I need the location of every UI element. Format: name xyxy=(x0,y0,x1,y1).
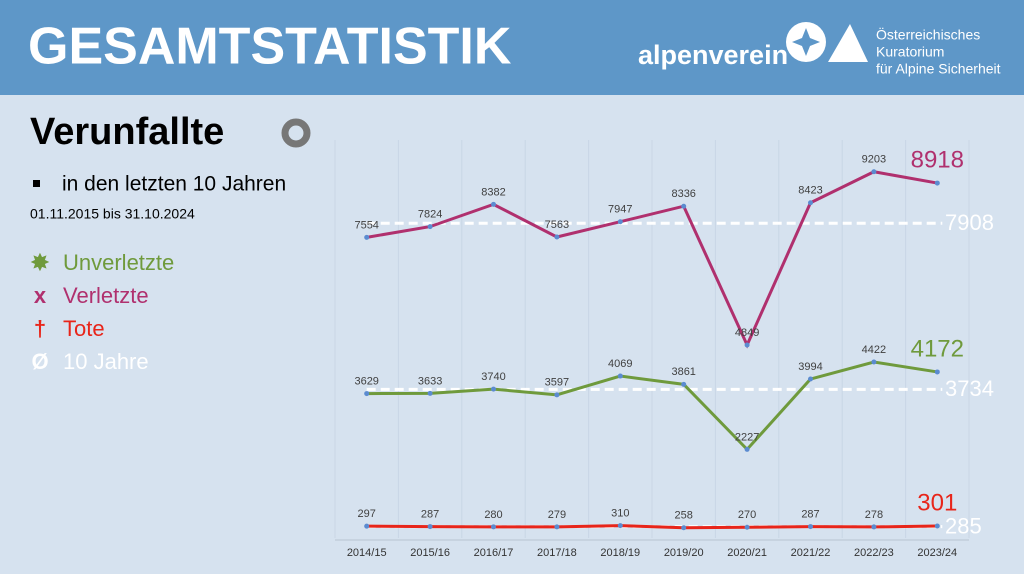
point xyxy=(808,376,813,382)
average-label: 3734 xyxy=(945,376,994,401)
x-tick-label: 2017/18 xyxy=(537,547,577,559)
data-label: 4069 xyxy=(608,358,632,370)
series-line xyxy=(366,524,938,530)
data-label: 7554 xyxy=(354,219,378,231)
point xyxy=(744,524,750,530)
data-label: 3861 xyxy=(671,366,695,378)
data-label: 278 xyxy=(865,509,883,521)
x-tick-label: 2023/24 xyxy=(917,547,957,559)
data-label: 9203 xyxy=(862,154,886,166)
x-tick-label: 2018/19 xyxy=(600,547,640,559)
point xyxy=(744,342,750,348)
point xyxy=(491,386,496,392)
logo-icon xyxy=(786,22,868,62)
point xyxy=(427,390,433,396)
org-line: Kuratorium xyxy=(876,44,944,60)
org-line: für Alpine Sicherheit xyxy=(876,61,1001,77)
point xyxy=(808,200,813,206)
point xyxy=(491,201,496,207)
header-title: GESAMTSTATISTIK xyxy=(28,18,512,76)
data-label-emphasis: 4172 xyxy=(911,335,964,362)
point xyxy=(364,234,370,240)
point xyxy=(364,523,370,529)
point xyxy=(427,524,433,530)
x-tick-label: 2022/23 xyxy=(854,547,894,559)
series-line xyxy=(366,170,938,349)
data-label: 2227 xyxy=(735,431,759,443)
logo-text: alpenverein xyxy=(638,40,788,70)
data-label: 310 xyxy=(611,508,629,520)
legend-symbol: x xyxy=(34,283,47,308)
point xyxy=(617,523,623,529)
average-label: 285 xyxy=(945,513,982,538)
legend-label: Verletzte xyxy=(63,283,149,308)
data-label: 3629 xyxy=(354,375,378,387)
x-tick-label: 2021/22 xyxy=(791,547,831,559)
data-label: 258 xyxy=(675,510,693,522)
point xyxy=(744,446,750,452)
data-label: 297 xyxy=(358,508,376,520)
data-label: 287 xyxy=(801,508,819,520)
point xyxy=(554,392,560,398)
data-label-emphasis: 301 xyxy=(917,489,957,516)
point xyxy=(934,523,940,529)
data-label: 3597 xyxy=(545,377,569,389)
legend-symbol: † xyxy=(34,316,46,341)
legend-label: 10 Jahre xyxy=(63,349,149,374)
x-tick-label: 2016/17 xyxy=(474,547,514,559)
data-label: 4422 xyxy=(862,344,886,356)
bullet-text: in den letzten 10 Jahren xyxy=(62,173,286,196)
section-title: Verunfallte xyxy=(30,111,224,153)
x-tick-label: 2014/15 xyxy=(347,547,387,559)
point xyxy=(934,369,940,375)
average-label: 7908 xyxy=(945,210,994,235)
data-label: 4849 xyxy=(735,327,759,339)
data-label: 280 xyxy=(484,509,502,521)
point xyxy=(934,180,940,186)
data-label: 8336 xyxy=(671,188,695,200)
point xyxy=(617,219,623,225)
legend-label: Tote xyxy=(63,316,105,341)
x-tick-label: 2019/20 xyxy=(664,547,704,559)
x-tick-label: 2015/16 xyxy=(410,547,450,559)
point xyxy=(808,524,813,530)
data-label: 8423 xyxy=(798,185,822,197)
data-label-emphasis: 8918 xyxy=(911,146,964,173)
org-line: Österreichisches xyxy=(876,26,980,43)
legend-label: Unverletzte xyxy=(63,250,174,275)
data-label: 279 xyxy=(548,509,566,521)
point xyxy=(871,359,877,365)
bullet xyxy=(33,180,40,187)
icon xyxy=(281,118,311,148)
data-label: 8382 xyxy=(481,186,505,198)
legend-symbol: Ø xyxy=(31,349,48,374)
point xyxy=(427,224,433,230)
x-tick-label: 2020/21 xyxy=(727,547,767,559)
data-label: 3994 xyxy=(798,361,822,373)
legend-symbol: ✸ xyxy=(30,250,50,275)
data-label: 3633 xyxy=(418,375,442,387)
point xyxy=(871,524,877,530)
data-label: 270 xyxy=(738,509,756,521)
point xyxy=(491,524,496,530)
point xyxy=(617,373,623,379)
series-line xyxy=(366,360,938,452)
point xyxy=(554,524,560,530)
data-label: 7824 xyxy=(418,209,442,221)
data-label: 3740 xyxy=(481,371,505,383)
point xyxy=(681,381,687,387)
point xyxy=(554,234,560,240)
data-label: 7947 xyxy=(608,204,632,216)
data-label: 287 xyxy=(421,508,439,520)
data-label: 7563 xyxy=(545,219,569,231)
point xyxy=(681,525,687,531)
period: 01.11.2015 bis 31.10.2024 xyxy=(30,206,195,222)
point xyxy=(871,169,877,175)
point xyxy=(681,203,687,209)
point xyxy=(364,391,370,397)
